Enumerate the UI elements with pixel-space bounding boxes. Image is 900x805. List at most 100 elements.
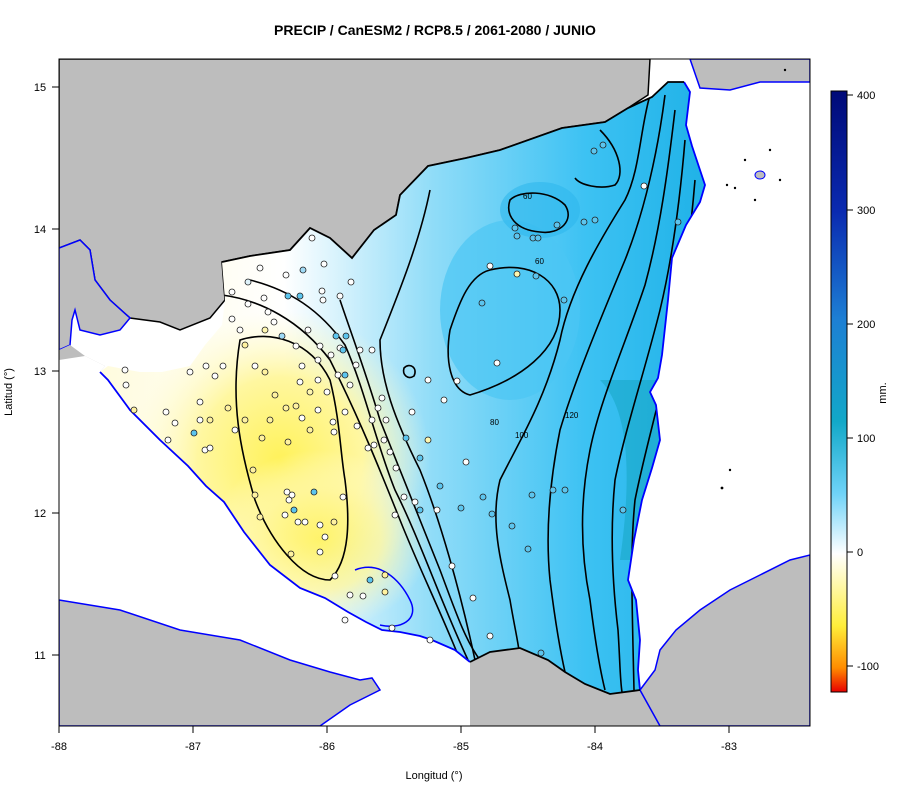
station-point	[251, 491, 259, 499]
station-point	[281, 511, 289, 519]
contour-label: 80	[490, 418, 499, 427]
station-point	[316, 548, 324, 556]
station-point	[359, 592, 367, 600]
station-point	[316, 342, 324, 350]
station-point	[256, 513, 264, 521]
station-point	[323, 388, 331, 396]
station-point	[352, 361, 360, 369]
station-points	[121, 141, 682, 657]
y-tick-label: 15	[34, 82, 46, 94]
x-axis: -88 -87 -86 -85 -84 -83 Longitud (°)	[51, 725, 737, 782]
fonseca-land	[59, 239, 132, 351]
station-point	[270, 318, 278, 326]
honduras-east-land	[689, 59, 810, 91]
station-point	[561, 486, 569, 494]
station-point	[378, 394, 386, 402]
station-point	[211, 372, 219, 380]
station-point	[560, 296, 568, 304]
colorbar-unit: mm.	[877, 382, 889, 403]
station-point	[674, 218, 682, 226]
station-point	[436, 482, 444, 490]
station-point	[580, 218, 588, 226]
nicaragua-coastline	[99, 371, 471, 663]
station-point	[537, 649, 545, 657]
station-point	[320, 260, 328, 268]
y-tick-label: 14	[34, 224, 46, 236]
station-point	[306, 426, 314, 434]
station-point	[381, 571, 389, 579]
station-point	[339, 493, 347, 501]
station-point	[381, 588, 389, 596]
station-point	[298, 414, 306, 422]
station-point	[591, 216, 599, 224]
station-point	[388, 624, 396, 632]
colorbar: 400 300 200 100 0 -100 mm.	[830, 90, 889, 693]
station-point	[314, 356, 322, 364]
station-point	[241, 416, 249, 424]
station-point	[356, 346, 364, 354]
station-point	[121, 366, 129, 374]
station-point	[329, 418, 337, 426]
station-point	[249, 466, 257, 474]
station-point	[331, 572, 339, 580]
station-point	[327, 351, 335, 359]
station-point	[122, 381, 130, 389]
station-point	[440, 396, 448, 404]
station-point	[341, 371, 349, 379]
station-point	[424, 376, 432, 384]
station-point	[493, 359, 501, 367]
station-point	[336, 292, 344, 300]
station-point	[271, 391, 279, 399]
station-point	[288, 491, 296, 499]
station-point	[292, 402, 300, 410]
station-point	[284, 438, 292, 446]
station-point	[508, 522, 516, 530]
station-point	[342, 332, 350, 340]
station-point	[206, 444, 214, 452]
x-tick-label: -86	[319, 741, 335, 753]
station-point	[590, 147, 598, 155]
y-tick-label: 12	[34, 508, 46, 520]
station-point	[346, 381, 354, 389]
station-point	[164, 436, 172, 444]
corn-island	[754, 170, 766, 180]
station-point	[296, 292, 304, 300]
station-point	[448, 562, 456, 570]
station-point	[294, 518, 302, 526]
station-point	[339, 346, 347, 354]
station-point	[488, 510, 496, 518]
station-point	[513, 270, 521, 278]
y-tick-label: 11	[34, 650, 45, 662]
x-tick-label: -83	[721, 741, 737, 753]
station-point	[364, 444, 372, 452]
station-point	[416, 454, 424, 462]
station-point	[380, 436, 388, 444]
station-point	[318, 287, 326, 295]
station-point	[228, 288, 236, 296]
x-tick-label: -85	[453, 741, 469, 753]
station-point	[162, 408, 170, 416]
station-point	[260, 294, 268, 302]
station-point	[130, 406, 138, 414]
station-point	[236, 326, 244, 334]
station-point	[457, 504, 465, 512]
station-point	[264, 308, 272, 316]
station-point	[251, 362, 259, 370]
station-point	[202, 362, 210, 370]
station-point	[306, 388, 314, 396]
station-point	[347, 278, 355, 286]
station-point	[341, 616, 349, 624]
station-point	[278, 332, 286, 340]
station-point	[391, 511, 399, 519]
station-point	[292, 342, 300, 350]
contour-label: 120	[565, 411, 579, 420]
contour-label: 100	[515, 431, 529, 440]
y-axis-label: Latitud (°)	[3, 368, 15, 416]
station-point	[402, 434, 410, 442]
station-point	[386, 448, 394, 456]
x-tick-label: -84	[587, 741, 603, 753]
station-point	[486, 262, 494, 270]
station-point	[416, 506, 424, 514]
station-point	[282, 404, 290, 412]
